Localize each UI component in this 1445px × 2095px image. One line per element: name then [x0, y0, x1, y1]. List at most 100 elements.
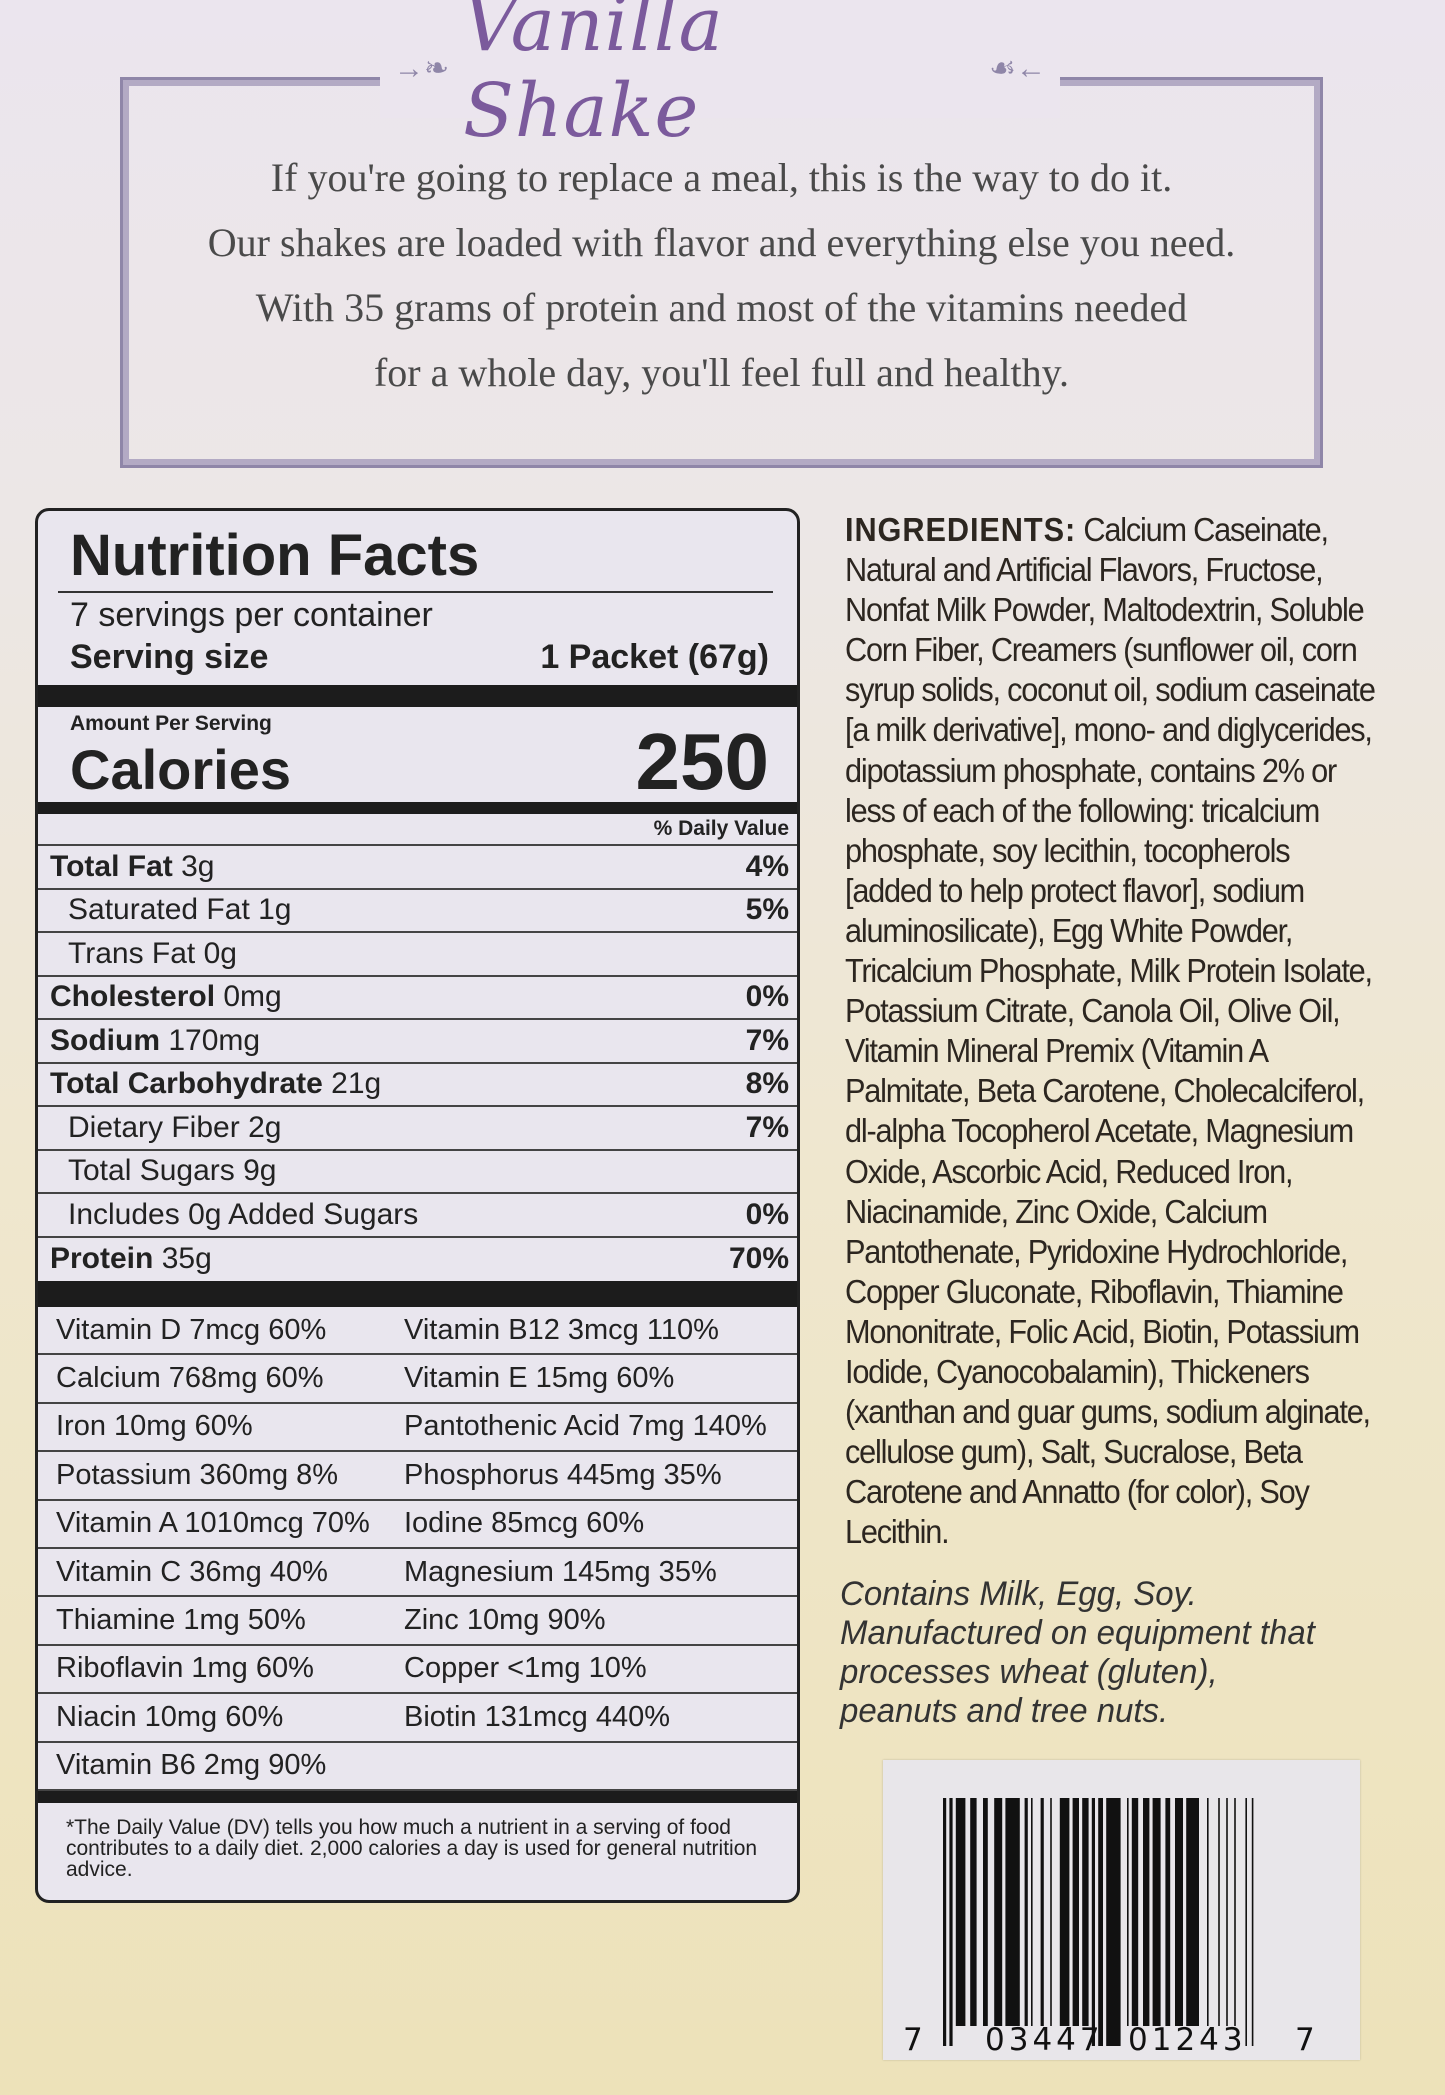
barcode-bar	[943, 1798, 947, 2046]
ingredients-line: Mononitrate, Folic Acid, Biotin, Potassi…	[845, 1312, 1403, 1352]
vitamin-row: Vitamin B6 2mg 90%	[38, 1743, 797, 1791]
ingredients-line: phosphate, soy lecithin, tocopherols	[845, 831, 1403, 871]
barcode-bar	[1050, 1798, 1052, 2026]
ingredients-line: Potassium Citrate, Canola Oil, Olive Oil…	[845, 991, 1403, 1031]
ingredients-line: INGREDIENTS: Calcium Caseinate,	[845, 510, 1403, 550]
vitamin-entry: Pantothenic Acid 7mg 140%	[404, 1410, 767, 1443]
ingredients-text: Niacinamide, Zinc Oxide, Calcium	[845, 1192, 1268, 1230]
ingredients-line: Natural and Artificial Flavors, Fructose…	[845, 550, 1403, 590]
nutrient-row: Sodium 170mg 7%	[38, 1020, 797, 1064]
description-line: If you're going to replace a meal, this …	[270, 155, 1173, 200]
ingredients-line: [a milk derivative], mono- and diglyceri…	[845, 710, 1403, 750]
barcode-bar	[1106, 1798, 1121, 2046]
ingredients-line: dl-alpha Tocopherol Acetate, Magnesium	[845, 1111, 1403, 1151]
nutrient-label: Saturated Fat	[68, 893, 250, 927]
nutrient-label: Total Sugars	[68, 1154, 235, 1188]
barcode-bar	[955, 1798, 966, 2026]
ingredients-line: Carotene and Annatto (for color), Soy	[845, 1472, 1403, 1512]
barcode-bar	[1152, 1798, 1161, 2026]
ingredients-text: syrup solids, coconut oil, sodium casein…	[845, 671, 1376, 709]
vitamin-row: Vitamin D 7mcg 60% Vitamin B12 3mcg 110%	[38, 1307, 797, 1356]
vitamin-entry: Vitamin A 1010mcg 70%	[56, 1507, 370, 1540]
ingredients-line: Tricalcium Phosphate, Milk Protein Isola…	[845, 951, 1403, 991]
nutrient-amount: 1g	[258, 893, 292, 927]
ingredients-text: Palmitate, Beta Carotene, Cholecalcifero…	[845, 1072, 1365, 1110]
nutrition-facts-label: Nutrition Facts 7 servings per container…	[35, 508, 800, 1903]
ingredients-line: dipotassium phosphate, contains 2% or	[845, 751, 1403, 791]
calories-value: 250	[635, 717, 769, 806]
nutrient-amount: 2g	[248, 1110, 282, 1144]
flourish-right-icon: ☙←	[989, 51, 1046, 85]
serving-size: Serving size 1 Packet (67g)	[58, 637, 777, 677]
description-line: for a whole day, you'll feel full and he…	[373, 350, 1070, 395]
ingredients-text: cellulose gum), Salt, Sucralose, Beta	[845, 1433, 1303, 1471]
ingredients-text: Mononitrate, Folic Acid, Biotin, Potassi…	[845, 1312, 1360, 1350]
nutrient-daily-value: 8%	[745, 1067, 789, 1101]
barcode-bars	[943, 1798, 1254, 2046]
daily-value-header: % Daily Value	[38, 814, 797, 846]
nutrient-amount: 0g	[203, 936, 237, 970]
barcode-bar	[1091, 1798, 1095, 2046]
ingredients-line: syrup solids, coconut oil, sodium casein…	[845, 670, 1403, 710]
nutrition-facts-title: Nutrition Facts	[58, 521, 773, 593]
barcode-bar	[1186, 1798, 1199, 2026]
ingredients-text: aluminosilicate), Egg White Powder,	[845, 911, 1293, 949]
vitamin-rows: Vitamin D 7mcg 60% Vitamin B12 3mcg 110% C…	[38, 1307, 797, 1791]
ingredients-text: Natural and Artificial Flavors, Fructose…	[845, 551, 1324, 589]
vitamin-entry: Vitamin B6 2mg 90%	[56, 1749, 327, 1782]
nutrient-daily-value: 7%	[745, 1110, 789, 1144]
ingredients-line: less of each of the following: tricalciu…	[845, 791, 1403, 831]
allergen-line: Manufactured on equipment that	[840, 1614, 1315, 1652]
ingredients-text: Carotene and Annatto (for color), Soy	[845, 1473, 1310, 1511]
ingredients-list: INGREDIENTS: Calcium Caseinate, Natural a…	[845, 510, 1403, 1552]
nutrient-label: Dietary Fiber	[68, 1110, 240, 1144]
nutrient-row: Total Fat 3g 4%	[38, 846, 797, 890]
nutrient-name: Sodium 170mg	[50, 1024, 260, 1058]
nutrient-daily-value: 70%	[728, 1242, 789, 1276]
ingredients-line: Oxide, Ascorbic Acid, Reduced Iron,	[845, 1152, 1403, 1192]
amount-per-serving: Amount Per Serving	[70, 712, 272, 735]
nutrient-name: Protein 35g	[50, 1242, 212, 1276]
calories-row: Calories 250	[58, 722, 777, 802]
nutrient-label: Cholesterol	[50, 980, 216, 1014]
ingredients-line: Copper Gluconate, Riboflavin, Thiamine	[845, 1272, 1403, 1312]
ingredients-line: Vitamin Mineral Premix (Vitamin A	[845, 1031, 1403, 1071]
barcode-bar	[1165, 1798, 1171, 2026]
divider-medium	[38, 1790, 797, 1803]
barcode-group-2: 01243	[1128, 2022, 1247, 2058]
barcode-bar	[1024, 1798, 1028, 2026]
barcode-bar	[1059, 1798, 1070, 2026]
nutrient-label: Total Carbohydrate	[50, 1067, 323, 1101]
vitamin-row: Niacin 10mg 60% Biotin 131mcg 440%	[38, 1694, 797, 1743]
nutrient-name: Dietary Fiber 2g	[68, 1111, 281, 1145]
nutrient-amount: 0mg	[223, 980, 282, 1014]
barcode-right-digit: 7	[1295, 2022, 1319, 2058]
ingredients-text: Calcium Caseinate,	[1076, 511, 1329, 548]
ingredients-text: (xanthan and guar gums, sodium alginate,	[845, 1393, 1371, 1431]
vitamin-entry: Phosphorus 445mg 35%	[404, 1458, 722, 1491]
barcode-bar	[1098, 1798, 1103, 2046]
barcode-bar	[1234, 1798, 1236, 2026]
ingredients-text: Vitamin Mineral Premix (Vitamin A	[845, 1032, 1269, 1070]
barcode-bar	[1226, 1798, 1228, 2026]
nutrient-name: Trans Fat 0g	[68, 937, 237, 971]
nutrient-daily-value: 0%	[745, 1197, 789, 1231]
nutrient-row: Dietary Fiber 2g 7%	[38, 1107, 797, 1151]
vitamin-entry: Vitamin C 36mg 40%	[56, 1555, 328, 1588]
upc-barcode: 7 03447 01243 7	[883, 1760, 1360, 2060]
barcode-bar	[1031, 1798, 1033, 2026]
ingredients-text: Nonfat Milk Powder, Maltodextrin, Solubl…	[845, 591, 1365, 629]
nutrient-daily-value: 5%	[745, 893, 789, 927]
ingredients-text: Oxide, Ascorbic Acid, Reduced Iron,	[845, 1152, 1293, 1190]
barcode-group-1: 03447	[985, 2022, 1104, 2058]
ingredients-line: [added to help protect flavor], sodium	[845, 871, 1403, 911]
vitamin-row: Iron 10mg 60% Pantothenic Acid 7mg 140%	[38, 1404, 797, 1453]
barcode-bar	[949, 1798, 953, 2046]
vitamin-entry: Vitamin E 15mg 60%	[404, 1362, 675, 1395]
nutrient-row: Total Carbohydrate 21g 8%	[38, 1064, 797, 1107]
nutrient-name: Total Carbohydrate 21g	[50, 1067, 381, 1101]
allergen-line: peanuts and tree nuts.	[840, 1692, 1169, 1730]
vitamin-row: Vitamin C 36mg 40% Magnesium 145mg 35%	[38, 1549, 797, 1598]
vitamin-row: Calcium 768mg 60% Vitamin E 15mg 60%	[38, 1355, 797, 1404]
vitamin-row: Riboflavin 1mg 60% Copper <1mg 10%	[38, 1646, 797, 1695]
